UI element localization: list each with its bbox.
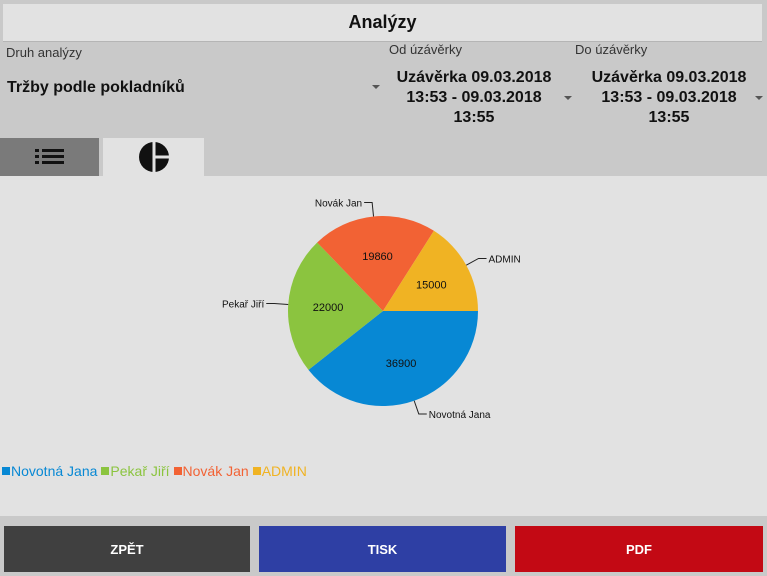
- back-button[interactable]: ZPĚT: [4, 526, 250, 572]
- pie-category-label: Novotná Jana: [429, 410, 491, 421]
- pie-slice: [383, 230, 478, 311]
- legend-swatch: [101, 467, 110, 475]
- pie-leader-line: [413, 400, 427, 415]
- analysis-type-label: Druh analýzy: [6, 45, 82, 60]
- pie-value-label: 15000: [416, 279, 447, 291]
- from-closing-value: Uzávěrka 09.03.2018 13:53 - 09.03.2018 1…: [396, 69, 552, 126]
- back-button-label: ZPĚT: [110, 541, 144, 557]
- print-button[interactable]: TISK: [259, 526, 506, 572]
- analysis-type-select[interactable]: Tržby podle pokladníků: [0, 62, 385, 132]
- tab-list[interactable]: [0, 138, 99, 176]
- title-bar: Analýzy: [3, 4, 762, 42]
- legend-label: Pekař Jiří: [110, 463, 170, 479]
- pie-category-label: Pekař Jiří: [222, 300, 264, 311]
- chevron-down-icon: [755, 96, 763, 100]
- pie-chart: 36900 Novotná Jana 22000 Pekař Jiří 19860 Nov…: [222, 199, 521, 421]
- tab-chart[interactable]: [103, 138, 204, 176]
- analysis-type-value: Tržby podle pokladníků: [7, 79, 185, 96]
- legend-item: Novák Jan: [173, 463, 249, 479]
- legend-swatch: [173, 467, 182, 475]
- pdf-button-label: PDF: [626, 541, 652, 557]
- chevron-down-icon: [564, 96, 572, 100]
- pie-value-label: 22000: [313, 302, 344, 314]
- pie-chart-icon: [138, 141, 170, 173]
- from-closing-select[interactable]: Uzávěrka 09.03.2018 13:53 - 09.03.2018 1…: [385, 62, 575, 132]
- chevron-down-icon: [372, 85, 380, 89]
- pie-slice: [317, 216, 434, 311]
- legend-label: ADMIN: [261, 463, 307, 479]
- legend-item: ADMIN: [252, 463, 307, 479]
- to-closing-label: Do úzávěrky: [575, 42, 648, 57]
- pie-slice: [288, 242, 383, 370]
- list-icon: [34, 149, 64, 164]
- pdf-button[interactable]: PDF: [515, 526, 763, 572]
- to-closing-select[interactable]: Uzávěrka 09.03.2018 13:53 - 09.03.2018 1…: [575, 62, 767, 132]
- pie-category-label: ADMIN: [489, 254, 521, 265]
- legend-swatch: [2, 467, 10, 475]
- chart-area: 36900 Novotná Jana 22000 Pekař Jiří 19860 Nov…: [0, 176, 767, 516]
- pie-value-label: 36900: [386, 358, 417, 370]
- from-closing-label: Od úzávěrky: [389, 42, 462, 57]
- legend-item: Novotná Jana: [2, 463, 97, 479]
- pie-category-label: Novák Jan: [315, 199, 362, 210]
- pie-leader-line: [266, 303, 289, 306]
- print-button-label: TISK: [367, 541, 398, 557]
- legend-label: Novák Jan: [182, 463, 249, 479]
- page-title: Analýzy: [348, 12, 417, 32]
- pie-value-label: 19860: [362, 251, 393, 263]
- to-closing-value: Uzávěrka 09.03.2018 13:53 - 09.03.2018 1…: [591, 69, 747, 126]
- pie-leader-line: [466, 257, 487, 266]
- legend-label: Novotná Jana: [11, 463, 98, 479]
- pie-slice: [308, 311, 478, 406]
- legend-swatch: [252, 467, 261, 475]
- pie-leader-line: [364, 202, 375, 217]
- legend-item: Pekař Jiří: [101, 463, 170, 479]
- chart-legend: Novotná Jana Pekař Jiří Novák Jan ADMIN: [2, 463, 311, 479]
